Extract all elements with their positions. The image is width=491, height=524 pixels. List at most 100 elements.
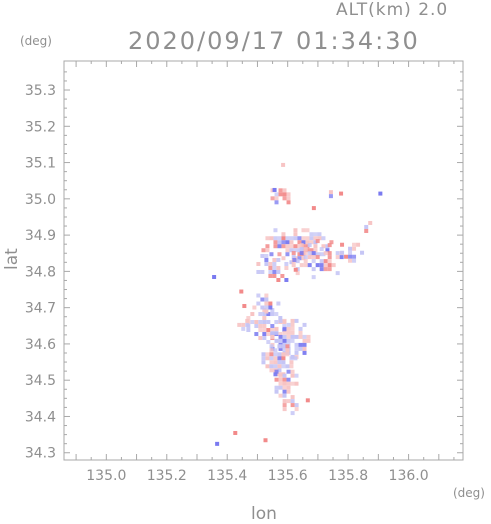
y-tick-label: 35.2 <box>25 119 56 135</box>
echo-cell <box>303 251 308 256</box>
echo-cell <box>277 364 282 369</box>
echo-cell <box>277 360 282 365</box>
echo-cell <box>276 277 281 282</box>
echo-cell <box>305 228 310 233</box>
echo-cell <box>272 273 277 278</box>
echo-cell <box>301 236 306 241</box>
echo-cell <box>278 393 283 398</box>
echo-cell <box>269 352 274 357</box>
echo-cell <box>258 320 263 325</box>
echo-cell <box>262 324 267 329</box>
echo-cell <box>281 356 286 361</box>
echo-cell <box>291 251 296 256</box>
echo-cell <box>261 360 266 365</box>
echo-cell <box>284 261 289 266</box>
echo-cell <box>256 261 261 266</box>
plot-frame <box>63 60 464 461</box>
echo-cell <box>327 243 332 248</box>
echo-cell <box>290 334 295 339</box>
echo-cell <box>356 242 361 247</box>
echo-cell <box>339 191 344 196</box>
echo-cell <box>282 373 287 378</box>
echo-cell <box>278 332 283 337</box>
echo-cell <box>297 244 302 249</box>
echo-cell <box>281 352 286 357</box>
echo-cell <box>301 256 306 261</box>
echo-cell <box>274 320 279 325</box>
echo-cell <box>293 356 298 361</box>
echo-cell <box>264 305 269 310</box>
echo-cell <box>269 344 274 349</box>
echo-cell <box>290 403 295 408</box>
echo-cell <box>286 334 291 339</box>
echo-cell <box>269 364 274 369</box>
echo-cell <box>311 255 316 260</box>
echo-cell <box>315 239 320 244</box>
echo-cell <box>309 236 314 241</box>
echo-cell <box>293 228 298 233</box>
echo-cell <box>286 381 291 386</box>
echo-cell <box>281 364 286 369</box>
echo-cell <box>262 312 267 317</box>
echo-cell <box>252 305 257 310</box>
echo-cell <box>237 322 242 327</box>
echo-cell <box>242 304 247 309</box>
echo-cell <box>268 265 273 270</box>
echo-cell <box>282 334 287 339</box>
echo-cell <box>305 240 310 245</box>
echo-cell <box>352 258 357 263</box>
echo-cell <box>311 251 316 256</box>
echo-cell <box>274 389 279 394</box>
echo-cell <box>305 398 310 403</box>
echo-cell <box>285 240 290 245</box>
echo-cell <box>293 244 298 249</box>
echo-cell <box>319 263 324 268</box>
echo-cell <box>282 385 287 390</box>
echo-cell <box>265 248 270 253</box>
echo-cell <box>289 240 294 245</box>
echo-cell <box>317 252 322 257</box>
echo-cell <box>273 372 278 377</box>
echo-cell <box>285 248 290 253</box>
echo-cell <box>274 192 279 197</box>
echo-cell <box>292 257 297 262</box>
echo-cell <box>266 320 271 325</box>
echo-cell <box>286 369 291 374</box>
echo-cell <box>313 232 318 237</box>
echo-cell <box>302 334 307 339</box>
echo-cell <box>313 248 318 253</box>
echo-cell <box>327 255 332 260</box>
echo-cell <box>291 255 296 260</box>
echo-cell <box>274 330 279 335</box>
echo-cell <box>281 344 286 349</box>
echo-cell <box>239 289 244 294</box>
echo-cell <box>303 263 308 268</box>
echo-cell <box>264 253 269 258</box>
echo-cell <box>328 190 333 195</box>
echo-cell <box>289 260 294 265</box>
echo-cell <box>364 224 369 229</box>
echo-cell <box>313 244 318 249</box>
echo-cell <box>266 328 271 333</box>
echo-cell <box>305 236 310 241</box>
echo-cell <box>260 269 265 274</box>
echo-cell <box>294 381 299 386</box>
echo-cell <box>262 308 267 313</box>
echo-cell <box>378 191 383 196</box>
echo-cell <box>278 385 283 390</box>
echo-cell <box>270 312 275 317</box>
echo-cell <box>269 236 274 241</box>
echo-cell <box>321 252 326 257</box>
echo-cell <box>327 263 332 268</box>
echo-cell <box>295 271 300 276</box>
echo-cell <box>303 255 308 260</box>
echo-cell <box>307 263 312 268</box>
x-axis-label: lon <box>251 504 277 524</box>
echo-cell <box>311 206 316 211</box>
echo-cell <box>303 259 308 264</box>
echo-cell <box>282 318 287 323</box>
echo-cell <box>272 261 277 266</box>
echo-cell <box>311 275 316 280</box>
echo-cell <box>286 330 291 335</box>
axis-ticks <box>64 61 463 460</box>
